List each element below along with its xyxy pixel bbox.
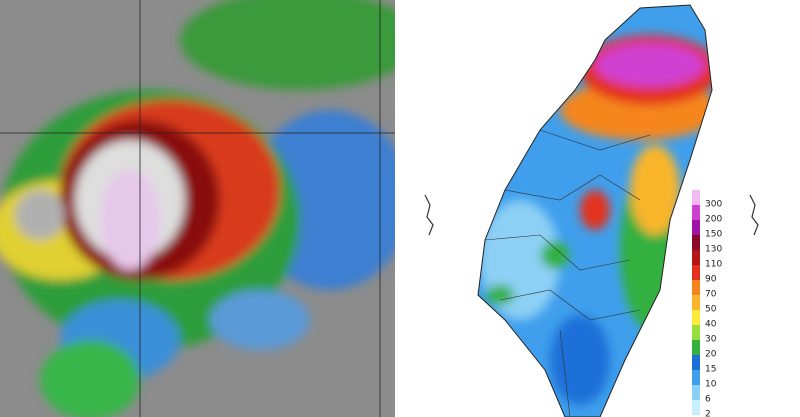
colorbar-label: 15 (705, 365, 716, 375)
colorbar-label: 300 (705, 200, 722, 210)
satellite-image (0, 0, 395, 417)
colorbar-label: 110 (705, 260, 722, 270)
colorbar-label: 2 (705, 410, 711, 417)
colorbar-swatch (692, 370, 700, 385)
colorbar-label: 50 (705, 305, 717, 315)
colorbar-label: 70 (705, 290, 717, 300)
colorbar-label: 200 (705, 215, 722, 225)
colorbar-label: 6 (705, 395, 711, 405)
colorbar-label: 10 (705, 380, 717, 390)
colorbar-swatch (692, 355, 700, 370)
colorbar-swatch (692, 265, 700, 280)
colorbar-swatch (692, 250, 700, 265)
colorbar-label: 30 (705, 335, 717, 345)
colorbar-label: 90 (705, 275, 717, 285)
colorbar-swatch (692, 190, 700, 205)
colorbar-swatch (692, 310, 700, 325)
colorbar-swatch (692, 280, 700, 295)
colorbar: 300 200 150 130 110 90 70 50 40 30 20 15 10 6 2 (692, 190, 722, 417)
colorbar-swatch (692, 220, 700, 235)
colorbar-swatch (692, 235, 700, 250)
colorbar-label: 130 (705, 245, 722, 255)
colorbar-swatch (692, 295, 700, 310)
colorbar-swatch (692, 205, 700, 220)
colorbar-label: 20 (705, 350, 717, 360)
colorbar-swatch (692, 400, 700, 415)
colorbar-swatch (692, 340, 700, 355)
colorbar-label: 150 (705, 230, 722, 240)
colorbar-swatch (692, 385, 700, 400)
colorbar-label: 40 (705, 320, 717, 330)
colorbar-swatch (692, 325, 700, 340)
